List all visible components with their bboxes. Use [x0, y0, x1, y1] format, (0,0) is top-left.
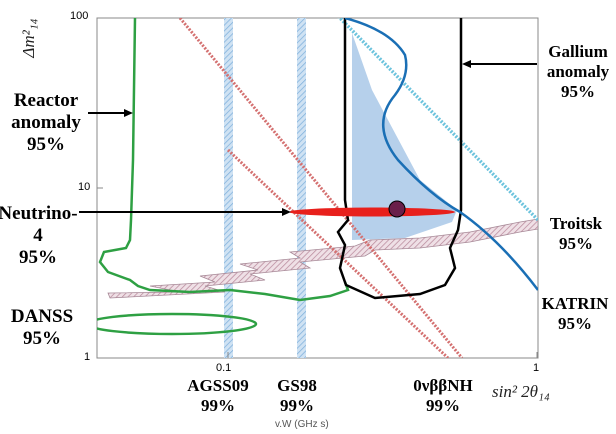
x-tick-0-1: 0.1 [216, 362, 232, 374]
y-axis-title: Δm²₁₄ [19, 18, 38, 58]
gallium-label: Gallium anomaly 95% [546, 42, 610, 101]
y-tick-100: 100 [70, 10, 89, 22]
troitsk-label: Troitsk 95% [549, 214, 603, 253]
neutrino4-region [289, 207, 455, 217]
0vbb-contour [336, 18, 463, 300]
gallium-line [337, 18, 538, 222]
reactor-anomaly-label: Reactor anomaly 95% [11, 90, 81, 155]
y-tick-1: 1 [84, 351, 91, 363]
gs98-band [297, 18, 306, 358]
danss-diagonal-line [226, 148, 450, 358]
neutrino4-label: Neutrino-4 95% [0, 203, 78, 268]
danss-label: DANSS 95% [10, 306, 74, 349]
neutrino4-shaded-region [352, 33, 457, 210]
reactor-diagonal-line [178, 18, 464, 358]
x-tick-1: 1 [533, 362, 540, 374]
plot-frame [96, 17, 539, 359]
agss09-label: AGSS09 99% [187, 376, 249, 415]
troitsk-band [107, 218, 538, 299]
reactor-anomaly-contour [98, 18, 350, 302]
katrin-label: KATRIN 95% [541, 294, 609, 333]
x-unit-note: v.W (GHz s) [275, 419, 329, 430]
x-axis-title: sin² 2θ₁₄ [492, 382, 550, 401]
danss-contour [97, 312, 258, 336]
agss09-band [224, 18, 233, 358]
katrin-curve [344, 18, 538, 291]
y-tick-10: 10 [78, 181, 91, 193]
best-fit-point [388, 200, 406, 218]
0vbb-label: 0νββNH 99% [413, 376, 473, 415]
gs98-label: GS98 99% [277, 376, 317, 415]
